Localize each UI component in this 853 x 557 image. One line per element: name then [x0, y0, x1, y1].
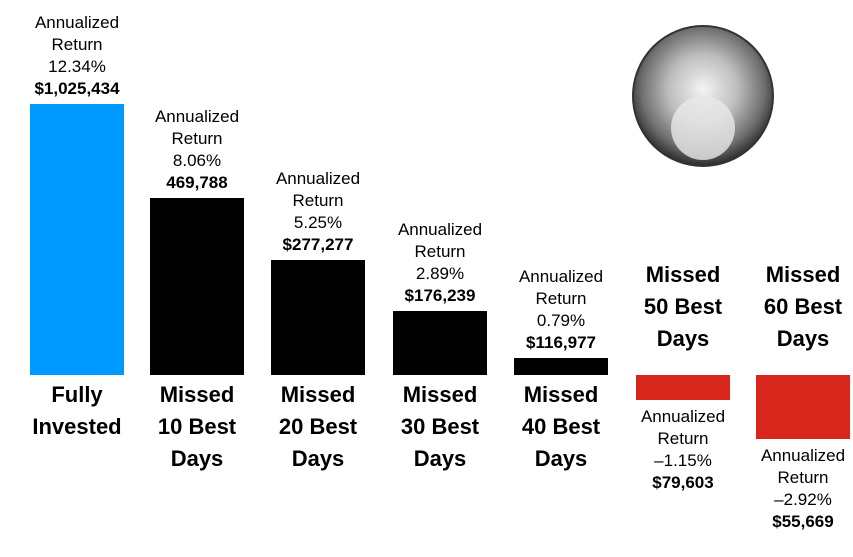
crystal-ball: [671, 96, 735, 160]
category-label: Missed 10 Best Days: [157, 382, 237, 471]
bar: [30, 103, 124, 375]
return-label: Annualized Return: [34, 12, 120, 54]
bar: [514, 357, 608, 375]
return-label: Annualized Return: [640, 407, 726, 449]
bar: [150, 197, 244, 375]
amount-label: $116,977: [526, 332, 596, 352]
amount-label: $79,603: [652, 473, 714, 493]
value-label-group: Annualized Return 2.89% $176,239: [384, 219, 496, 307]
category-label: Missed 60 Best Days: [763, 262, 843, 351]
return-label: Annualized Return: [518, 266, 604, 308]
category-label: Missed 30 Best Days: [400, 382, 480, 471]
return-label: Annualized Return: [397, 220, 483, 262]
bar: [271, 259, 365, 375]
return-label: Annualized Return: [275, 168, 361, 210]
value-label: 0.79%: [536, 310, 586, 330]
value-label-group: Annualized Return 5.25% $277,277: [262, 168, 374, 256]
value-label-group: Annualized Return 8.06% 469,788: [141, 106, 253, 194]
value-label-group: Annualized Return 0.79% $116,977: [505, 266, 617, 354]
amount-label: $176,239: [404, 286, 476, 306]
value-label-group: Annualized Return 12.34% $1,025,434: [21, 12, 133, 100]
value-label: –2.92%: [774, 490, 832, 510]
category-label: Missed 20 Best Days: [278, 382, 358, 471]
amount-label: $55,669: [772, 512, 834, 532]
value-label-group: Annualized Return –1.15% $79,603: [627, 406, 739, 494]
return-label: Annualized Return: [154, 106, 240, 148]
value-label: 2.89%: [415, 264, 465, 284]
bar: [393, 311, 487, 375]
value-label: –1.15%: [654, 451, 712, 471]
bar: [756, 375, 850, 440]
return-label: Annualized Return: [760, 446, 846, 488]
value-label: 8.06%: [172, 150, 222, 170]
amount-label: 469,788: [166, 172, 228, 192]
category-label: Missed 50 Best Days: [643, 262, 723, 351]
value-label: 12.34%: [48, 56, 106, 76]
amount-label: $1,025,434: [34, 78, 120, 98]
value-label: 5.25%: [293, 212, 343, 232]
bar: [636, 375, 730, 401]
amount-label: $277,277: [282, 234, 354, 254]
category-label: Missed 40 Best Days: [521, 382, 601, 471]
category-label: Fully Invested: [32, 382, 122, 439]
value-label-group: Annualized Return –2.92% $55,669: [747, 445, 853, 533]
